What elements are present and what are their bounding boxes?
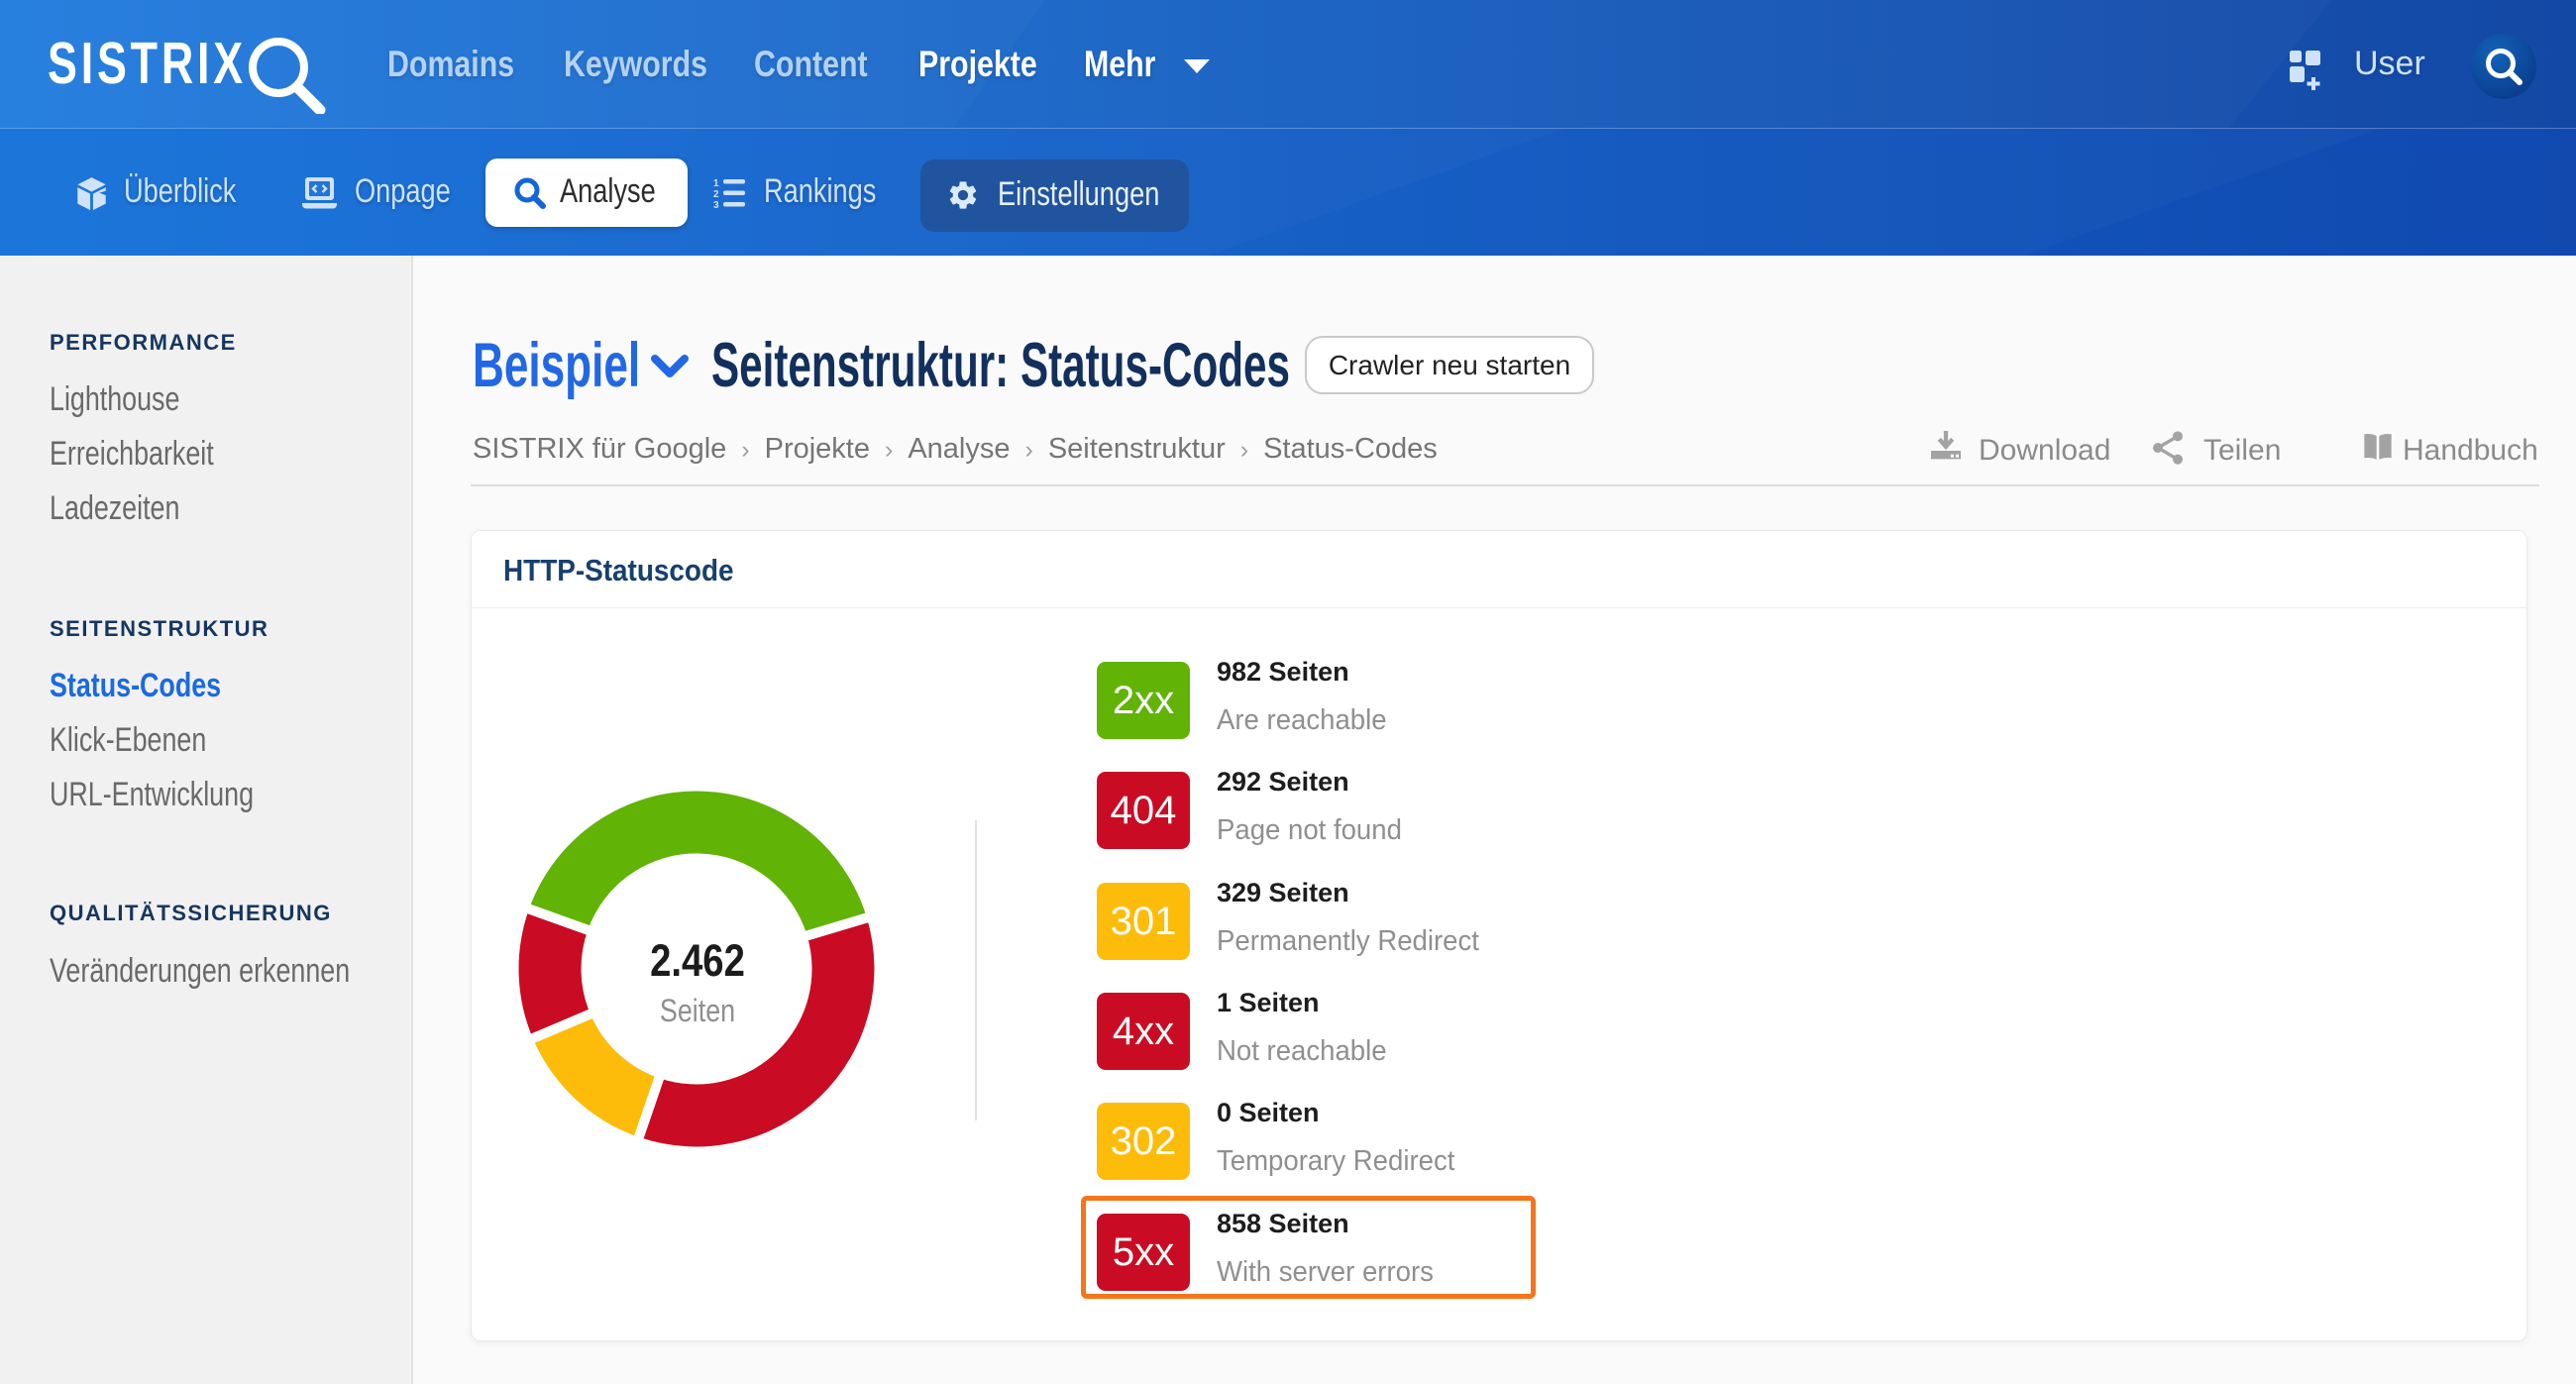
svg-text:1: 1 [713,178,719,189]
svg-text:2: 2 [713,189,719,200]
svg-text:3: 3 [713,200,719,208]
